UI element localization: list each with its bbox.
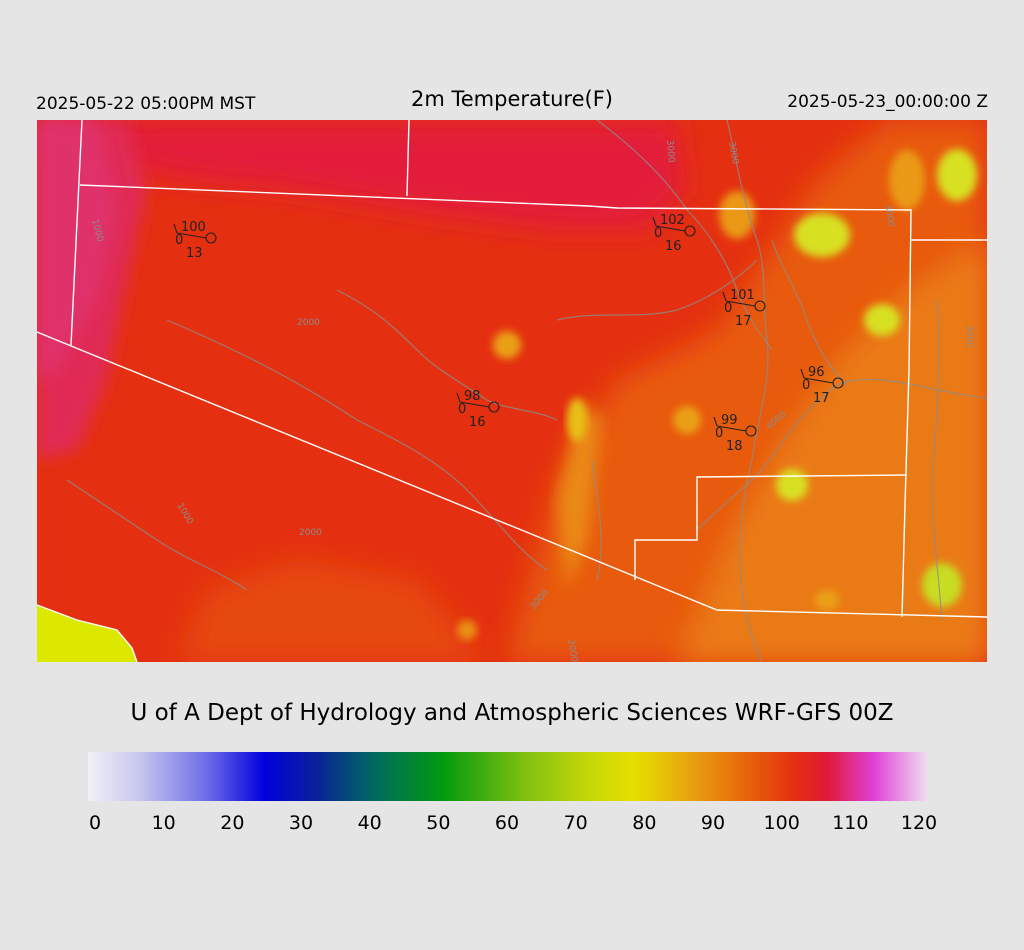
color-scale-tick: 110 [832,812,869,834]
credit-line: U of A Dept of Hydrology and Atmospheric… [130,700,894,726]
station-value-left: 0 [724,301,732,316]
contour-label: 2000 [297,318,320,328]
color-scale-tick: 20 [220,812,245,834]
valid-time-local: 2025-05-22 05:00PM MST [36,94,256,114]
station-temperature: 99 [721,413,738,428]
station-value-bottom: 16 [665,239,682,254]
station-value-left: 0 [715,426,723,441]
contour-label: 3000 [964,325,974,348]
station-value-bottom: 13 [186,246,203,261]
color-scale-tick: 40 [357,812,382,834]
map-title: 2m Temperature(F) [411,87,613,111]
station-value-left: 0 [802,378,810,393]
color-scale-tick: 10 [151,812,176,834]
contour-label: 3000 [882,204,896,229]
station-value-bottom: 18 [726,439,743,454]
color-scale-tick: 0 [88,812,102,834]
color-scale-tick: 70 [563,812,588,834]
contour-label: 2000 [565,639,579,662]
elevation-contours [66,120,987,662]
contour-label: 3000 [664,139,676,163]
station-value-left: 0 [654,226,662,241]
color-scale-tick: 80 [632,812,657,834]
station-temperature: 96 [808,365,825,380]
station-temperature: 100 [181,220,206,235]
station-value-left: 0 [458,402,466,417]
station-temperature: 98 [464,389,481,404]
color-scale-tick: 120 [900,812,938,834]
station-value-left: 0 [175,233,183,248]
color-scale-tick: 60 [494,812,520,834]
color-scale-tick: 30 [288,812,314,834]
color-scale-bar [88,752,928,801]
contour-label: 2000 [299,528,322,538]
valid-time-utc: 2025-05-23_00:00:00 Z [787,92,988,112]
contour-label: 3000 [726,141,740,166]
station-value-bottom: 17 [735,314,752,329]
station-value-bottom: 17 [813,391,830,406]
color-scale-tick: 50 [426,812,451,834]
boundaries [37,120,987,662]
color-scale-ticks: 0 10 20 30 40 50 60 70 80 90 100 110 120 [0,812,1024,840]
station-temperature: 101 [730,288,755,303]
station-temperature: 102 [660,213,685,228]
color-scale-tick: 100 [763,812,800,834]
color-scale-tick: 90 [700,812,726,834]
station-value-bottom: 16 [469,415,486,430]
